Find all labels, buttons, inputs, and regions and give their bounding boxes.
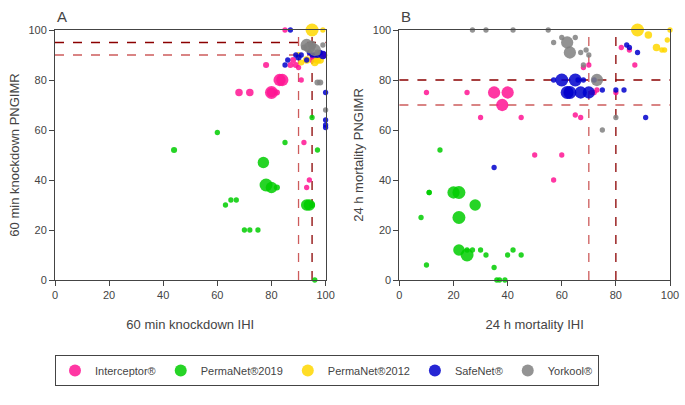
svg-text:A: A [57,8,67,25]
svg-text:24 h mortality PNGIMR: 24 h mortality PNGIMR [351,88,366,222]
svg-text:40: 40 [379,174,391,186]
svg-text:60 min knockdown IHI: 60 min knockdown IHI [126,317,254,332]
svg-text:Interceptor®: Interceptor® [95,365,156,377]
svg-text:80: 80 [610,289,622,301]
svg-text:20: 20 [103,289,115,301]
svg-text:0: 0 [52,289,58,301]
svg-text:80: 80 [35,74,47,86]
svg-text:100: 100 [316,289,334,301]
svg-text:Yorkool®: Yorkool® [548,365,592,377]
svg-text:B: B [401,8,411,25]
svg-text:24 h mortality IHI: 24 h mortality IHI [486,317,584,332]
svg-text:SafeNet®: SafeNet® [455,365,503,377]
svg-text:60: 60 [556,289,568,301]
svg-text:40: 40 [35,174,47,186]
svg-text:100: 100 [373,24,391,36]
svg-text:40: 40 [157,289,169,301]
svg-text:80: 80 [379,74,391,86]
svg-text:80: 80 [265,289,277,301]
svg-text:0: 0 [396,289,402,301]
svg-text:40: 40 [502,289,514,301]
svg-text:PermaNet®2019: PermaNet®2019 [201,365,283,377]
svg-text:60: 60 [35,124,47,136]
svg-text:0: 0 [41,274,47,286]
svg-text:20: 20 [447,289,459,301]
svg-text:20: 20 [379,224,391,236]
svg-text:20: 20 [35,224,47,236]
svg-text:60 min knockdown PNGIMR: 60 min knockdown PNGIMR [7,73,22,236]
svg-text:0: 0 [385,274,391,286]
svg-text:60: 60 [211,289,223,301]
svg-text:PermaNet®2012: PermaNet®2012 [328,365,410,377]
svg-text:100: 100 [28,24,46,36]
svg-text:60: 60 [379,124,391,136]
svg-text:100: 100 [661,289,679,301]
